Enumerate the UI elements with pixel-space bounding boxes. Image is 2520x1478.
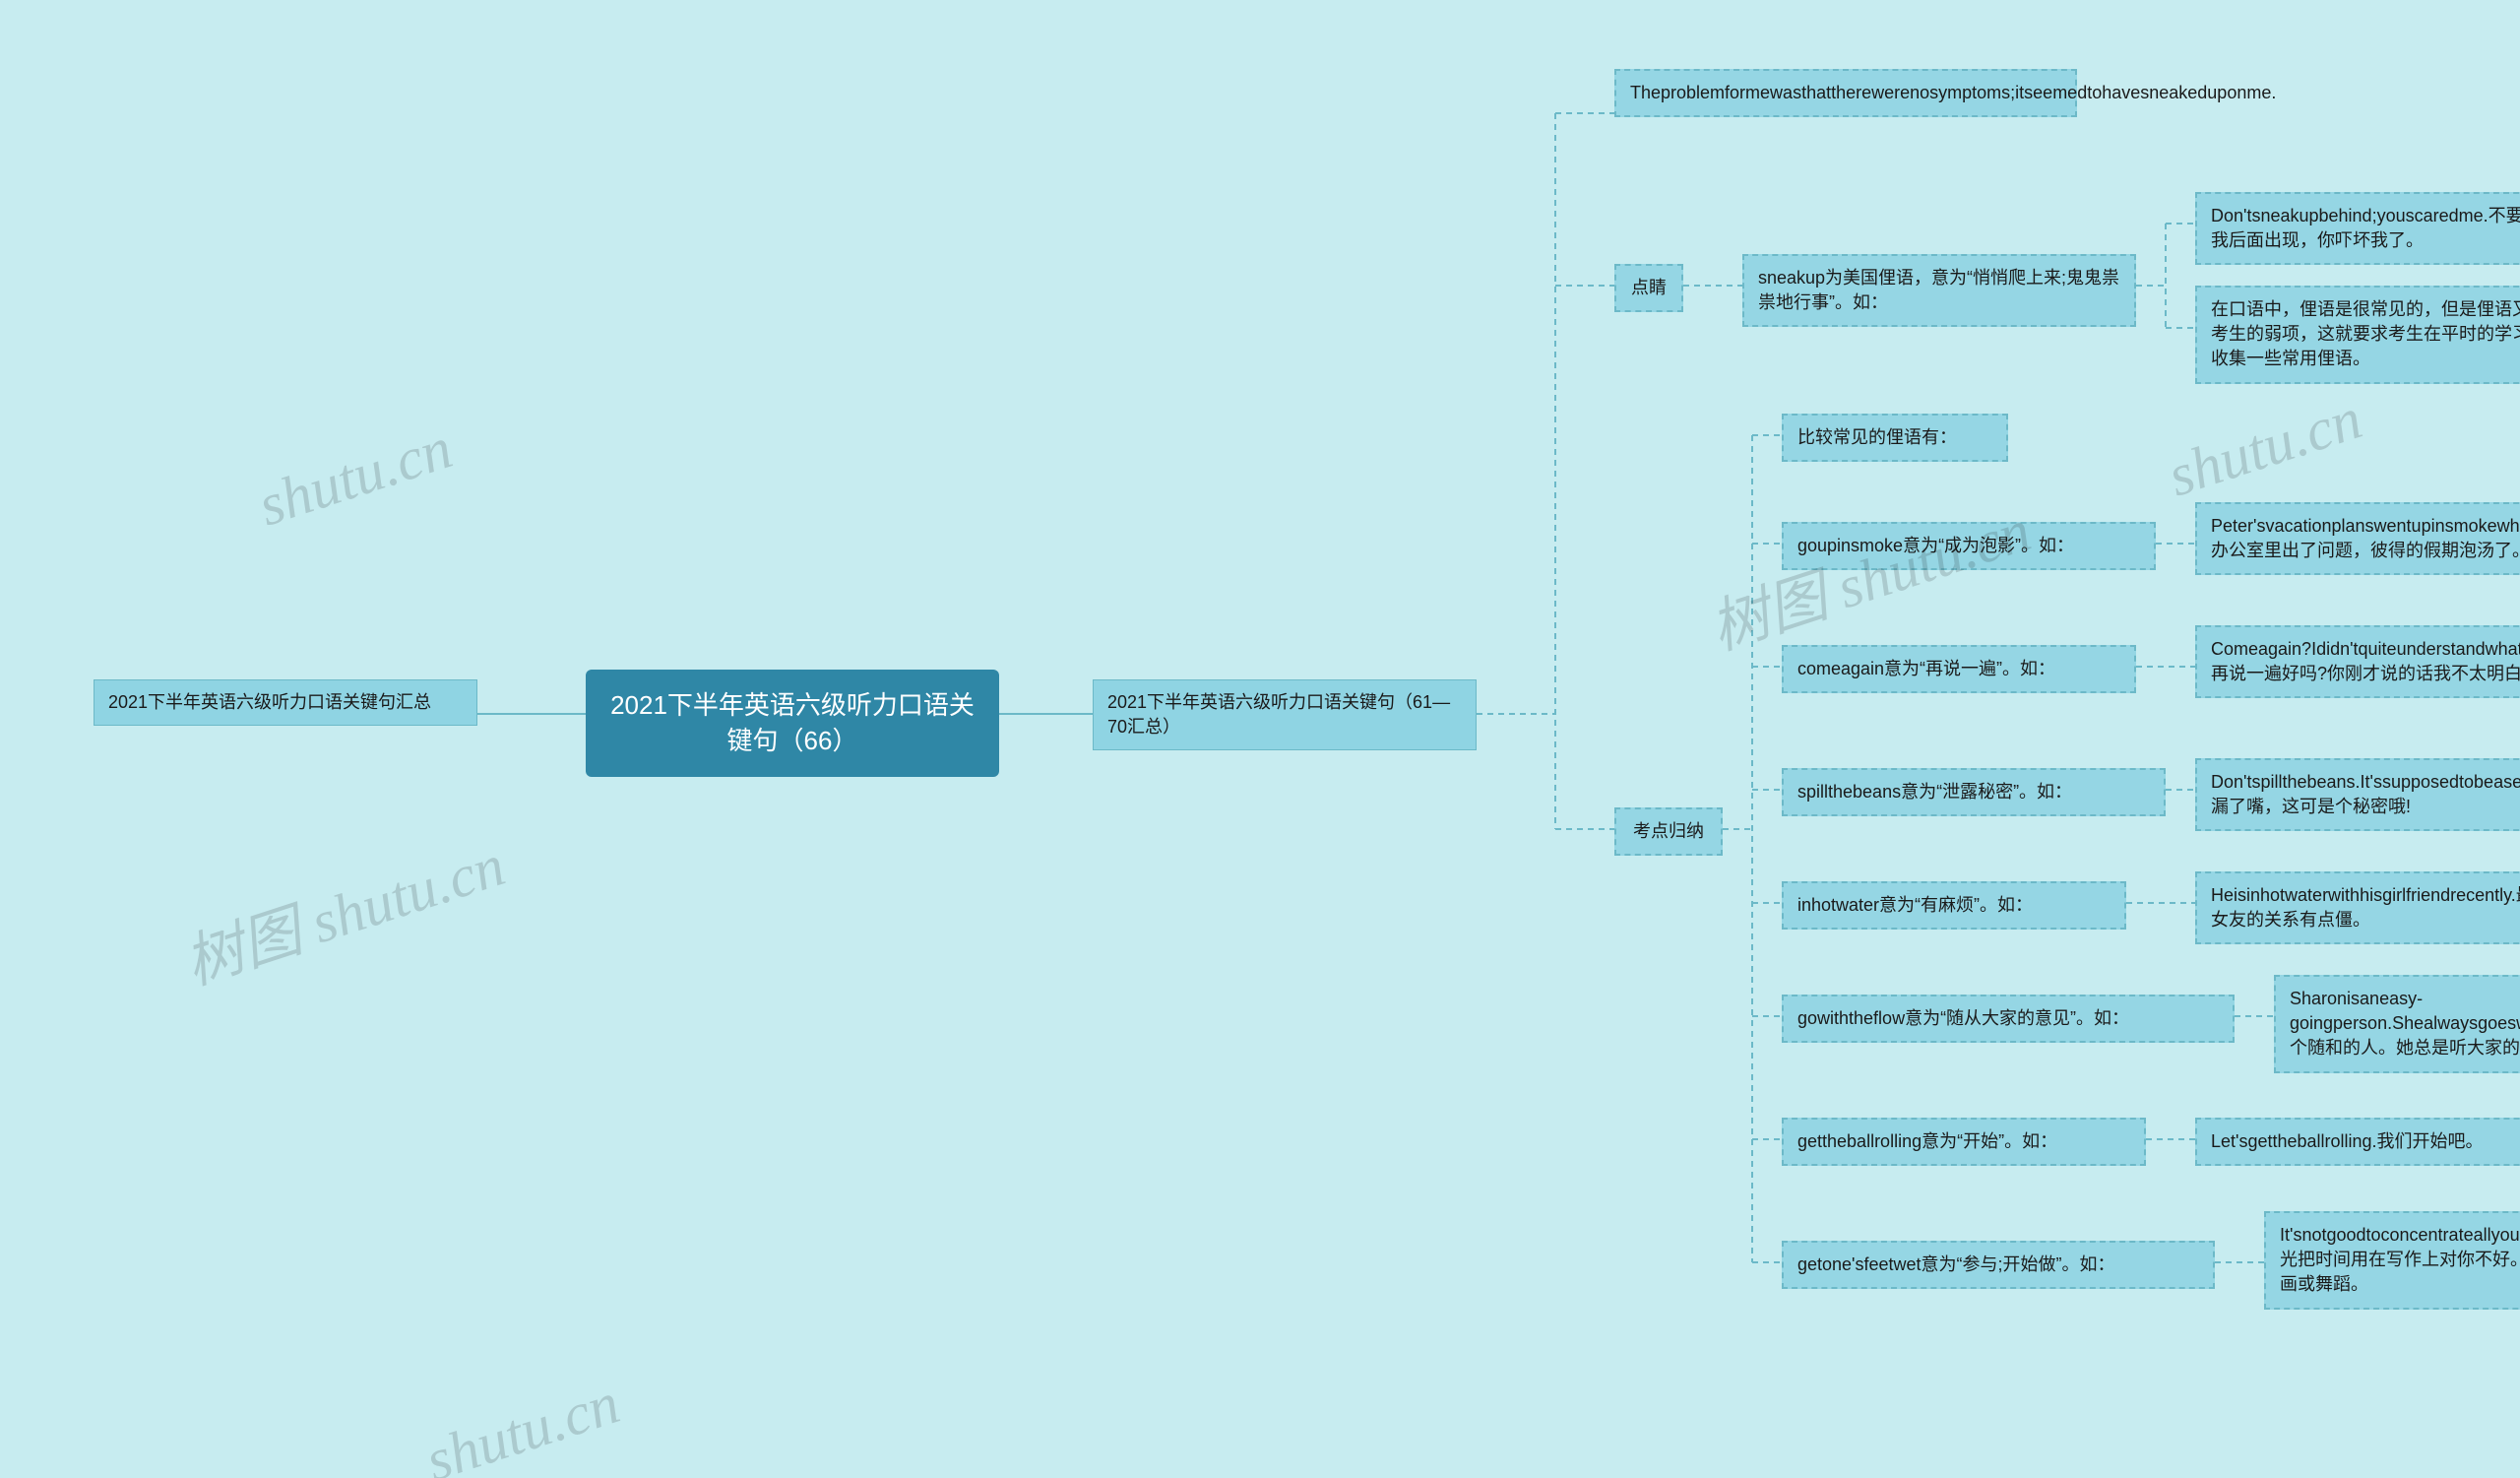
kaodian-child-3: spillthebeans意为“泄露秘密”。如： xyxy=(1782,768,2166,816)
kaodian-leaf-3: Don'tspillthebeans.It'ssupposedtobeasecr… xyxy=(2195,758,2520,831)
kaodian-label: 考点归纳 xyxy=(1614,807,1723,856)
kaodian-child-5-text: gowiththeflow意为“随从大家的意见”。如： xyxy=(1797,1008,2129,1028)
left-branch-text: 2021下半年英语六级听力口语关键句汇总 xyxy=(108,692,431,712)
root-text: 2021下半年英语六级听力口语关键句（66） xyxy=(610,690,975,755)
dianjing-leaf-0: Don'tsneakupbehind;youscaredme.不要突然在我后面出… xyxy=(2195,192,2520,265)
kaodian-leaf-1-text: Peter'svacationplanswentupinsmokewhenacr… xyxy=(2211,516,2520,560)
top-leaf: Theproblemformewasthattherewerenosymptom… xyxy=(1614,69,2077,117)
kaodian-child-6: gettheballrolling意为“开始”。如： xyxy=(1782,1118,2146,1166)
dianjing-leaf-1: 在口语中，俚语是很常见的，但是俚语又是很多考生的弱项，这就要求考生在平时的学习中… xyxy=(2195,286,2520,384)
kaodian-child-4: inhotwater意为“有麻烦”。如： xyxy=(1782,881,2126,930)
kaodian-child-2: comeagain意为“再说一遍”。如： xyxy=(1782,645,2136,693)
left-branch: 2021下半年英语六级听力口语关键句汇总 xyxy=(94,679,477,726)
kaodian-child-0-text: 比较常见的俚语有： xyxy=(1797,427,1957,447)
kaodian-leaf-6-text: Let'sgettheballrolling.我们开始吧。 xyxy=(2211,1131,2484,1151)
right-branch-text: 2021下半年英语六级听力口语关键句（61—70汇总） xyxy=(1107,692,1450,737)
kaodian-leaf-4: Heisinhotwaterwithhisgirlfriendrecently.… xyxy=(2195,871,2520,944)
dianjing-label-text: 点睛 xyxy=(1631,278,1667,297)
watermark-2: 树图 shutu.cn xyxy=(1698,482,2040,667)
right-branch: 2021下半年英语六级听力口语关键句（61—70汇总） xyxy=(1093,679,1477,750)
kaodian-leaf-3-text: Don'tspillthebeans.It'ssupposedtobeasecr… xyxy=(2211,772,2520,816)
dianjing-leaf-0-text: Don'tsneakupbehind;youscaredme.不要突然在我后面出… xyxy=(2211,206,2520,250)
kaodian-leaf-2-text: Comeagain?Ididn'tquiteunderstandwhatyous… xyxy=(2211,639,2520,683)
root-node: 2021下半年英语六级听力口语关键句（66） xyxy=(586,670,999,777)
kaodian-child-7-text: getone'sfeetwet意为“参与;开始做”。如： xyxy=(1797,1254,2115,1274)
kaodian-label-text: 考点归纳 xyxy=(1633,821,1704,841)
watermark-4: shutu.cn xyxy=(2160,385,2369,511)
kaodian-child-3-text: spillthebeans意为“泄露秘密”。如： xyxy=(1797,782,2072,802)
kaodian-leaf-5: Sharonisaneasy-goingperson.Shealwaysgoes… xyxy=(2274,975,2520,1073)
kaodian-child-2-text: comeagain意为“再说一遍”。如： xyxy=(1797,659,2055,678)
dianjing-label: 点睛 xyxy=(1614,264,1683,312)
watermark-0: shutu.cn xyxy=(250,415,460,541)
kaodian-child-6-text: gettheballrolling意为“开始”。如： xyxy=(1797,1131,2057,1151)
dianjing-child: sneakup为美国俚语，意为“悄悄爬上来;鬼鬼祟祟地行事”。如： xyxy=(1742,254,2136,327)
kaodian-leaf-6: Let'sgettheballrolling.我们开始吧。 xyxy=(2195,1118,2520,1166)
kaodian-leaf-2: Comeagain?Ididn'tquiteunderstandwhatyous… xyxy=(2195,625,2520,698)
kaodian-child-7: getone'sfeetwet意为“参与;开始做”。如： xyxy=(1782,1241,2215,1289)
dianjing-leaf-1-text: 在口语中，俚语是很常见的，但是俚语又是很多考生的弱项，这就要求考生在平时的学习中… xyxy=(2211,299,2520,368)
kaodian-leaf-7: It'snotgoodtoconcentrateallyoureffortson… xyxy=(2264,1211,2520,1310)
kaodian-child-1: goupinsmoke意为“成为泡影”。如： xyxy=(1782,522,2156,570)
top-leaf-text: Theproblemformewasthattherewerenosymptom… xyxy=(1630,83,2276,102)
kaodian-child-5: gowiththeflow意为“随从大家的意见”。如： xyxy=(1782,995,2235,1043)
kaodian-leaf-1: Peter'svacationplanswentupinsmokewhenacr… xyxy=(2195,502,2520,575)
kaodian-leaf-5-text: Sharonisaneasy-goingperson.Shealwaysgoes… xyxy=(2290,989,2520,1058)
watermark-1: 树图 shutu.cn xyxy=(172,817,514,1001)
kaodian-child-1-text: goupinsmoke意为“成为泡影”。如： xyxy=(1797,536,2074,555)
kaodian-leaf-7-text: It'snotgoodtoconcentrateallyoureffortson… xyxy=(2280,1225,2520,1294)
kaodian-leaf-4-text: Heisinhotwaterwithhisgirlfriendrecently.… xyxy=(2211,885,2520,930)
watermark-3: shutu.cn xyxy=(417,1370,627,1478)
dianjing-child-text: sneakup为美国俚语，意为“悄悄爬上来;鬼鬼祟祟地行事”。如： xyxy=(1758,268,2119,312)
kaodian-child-4-text: inhotwater意为“有麻烦”。如： xyxy=(1797,895,2033,915)
kaodian-child-0: 比较常见的俚语有： xyxy=(1782,414,2008,462)
